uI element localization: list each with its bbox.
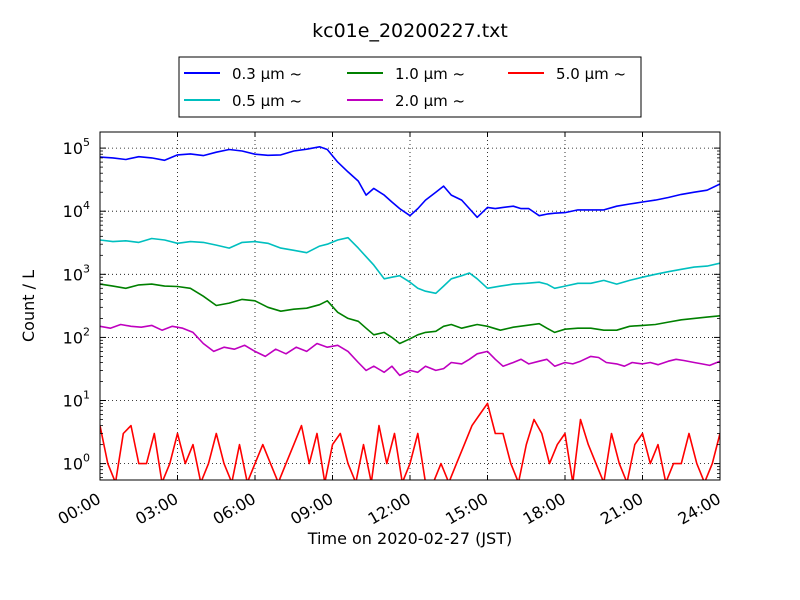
y-axis-label: Count / L [19,270,38,342]
chart-title: kc01e_20200227.txt [312,20,508,42]
series-line-2 [100,283,720,345]
y-tick-label: 100 [63,452,90,474]
y-tick-label: 102 [63,325,90,347]
legend-frame [178,56,642,118]
legend-label-3: 2.0 μm ~ [395,92,465,110]
series-line-0 [100,146,720,219]
y-tick-label: 103 [63,262,90,284]
y-tick-label: 101 [63,389,90,411]
series-line-4 [100,402,720,480]
grid-lines [100,132,720,480]
y-tick-label: 105 [63,136,90,158]
legend-label-0: 0.3 μm ~ [232,65,302,83]
y-tick-label: 104 [63,199,90,221]
series-line-3 [100,323,720,377]
legend-label-2: 1.0 μm ~ [395,65,465,83]
legend-label-4: 5.0 μm ~ [556,65,626,83]
x-axis-label: Time on 2020-02-27 (JST) [307,529,512,548]
legend: 0.3 μm ~ 0.5 μm ~ 1.0 μm ~ 2.0 μm ~ 5.0 μm ~ [178,56,642,118]
legend-label-1: 0.5 μm ~ [232,92,302,110]
series-line-1 [100,236,720,295]
